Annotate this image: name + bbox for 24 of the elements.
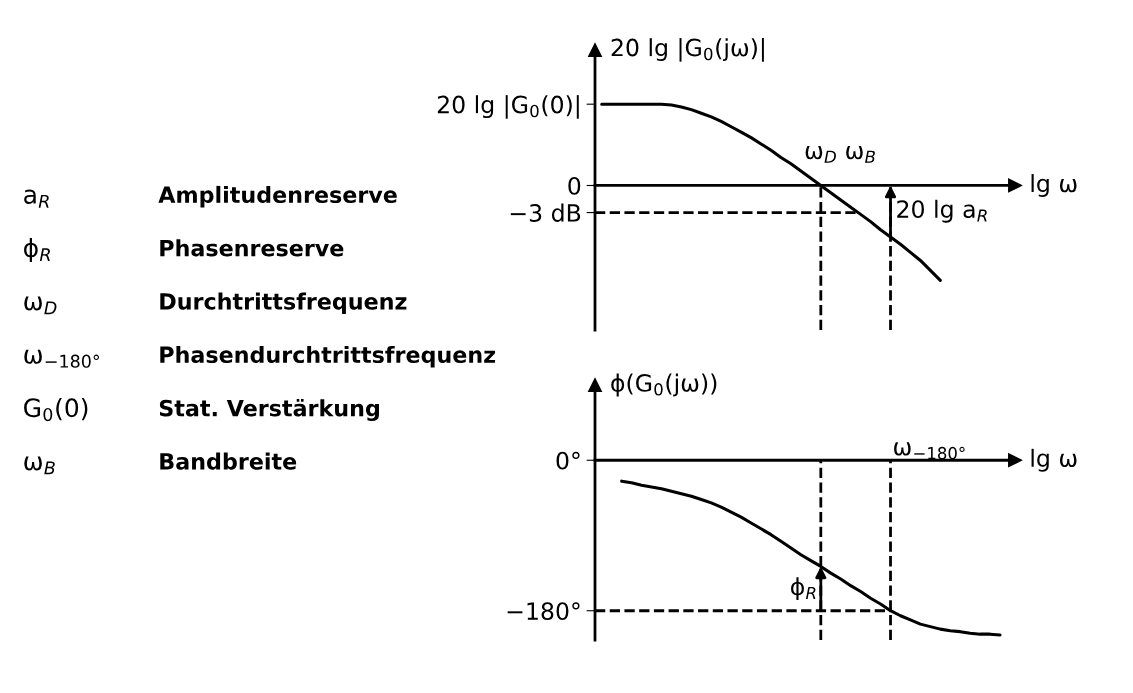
text: G$_{0}$(0) [24,397,88,422]
text: Phasendurchtrittsfrequenz [160,345,496,368]
annotation: ω$_{−180°}$ [894,442,965,460]
text: ϕ$_{R}$ [24,237,50,263]
y-axis-title: ϕ(G$_{0}$(jω)) [611,373,717,397]
text: Stat. Verstärkung [159,399,379,421]
text: Amplitudenreserve [158,185,397,208]
text: Phasenreserve [160,239,344,257]
text: Bandbreite [160,452,297,470]
y-axis-title: 20 lg |G$_{0}$(jω)| [611,38,764,62]
y-tick-label: −3 dB [510,203,581,222]
y-tick-label: 0° [556,451,580,470]
text: ω$_{D}$ [24,296,57,315]
annotation: 20 lg a$_{R}$ [897,199,987,223]
y-tick-label: 20 lg |G$_{0}$(0)| [437,95,579,119]
x-axis-title: lg ω [1031,174,1077,197]
annotation: ϕ$_{R}$ [791,577,816,600]
text: ω$_{−180°}$ [24,349,99,368]
text: Durchtrittsfrequenz [160,292,407,315]
y-tick-label: 0 [568,176,581,195]
x-axis-title: lg ω [1031,448,1077,472]
text: ω$_{B}$ [24,456,55,475]
text: a$_{R}$ [24,189,49,208]
y-tick-label: −180° [507,602,580,621]
